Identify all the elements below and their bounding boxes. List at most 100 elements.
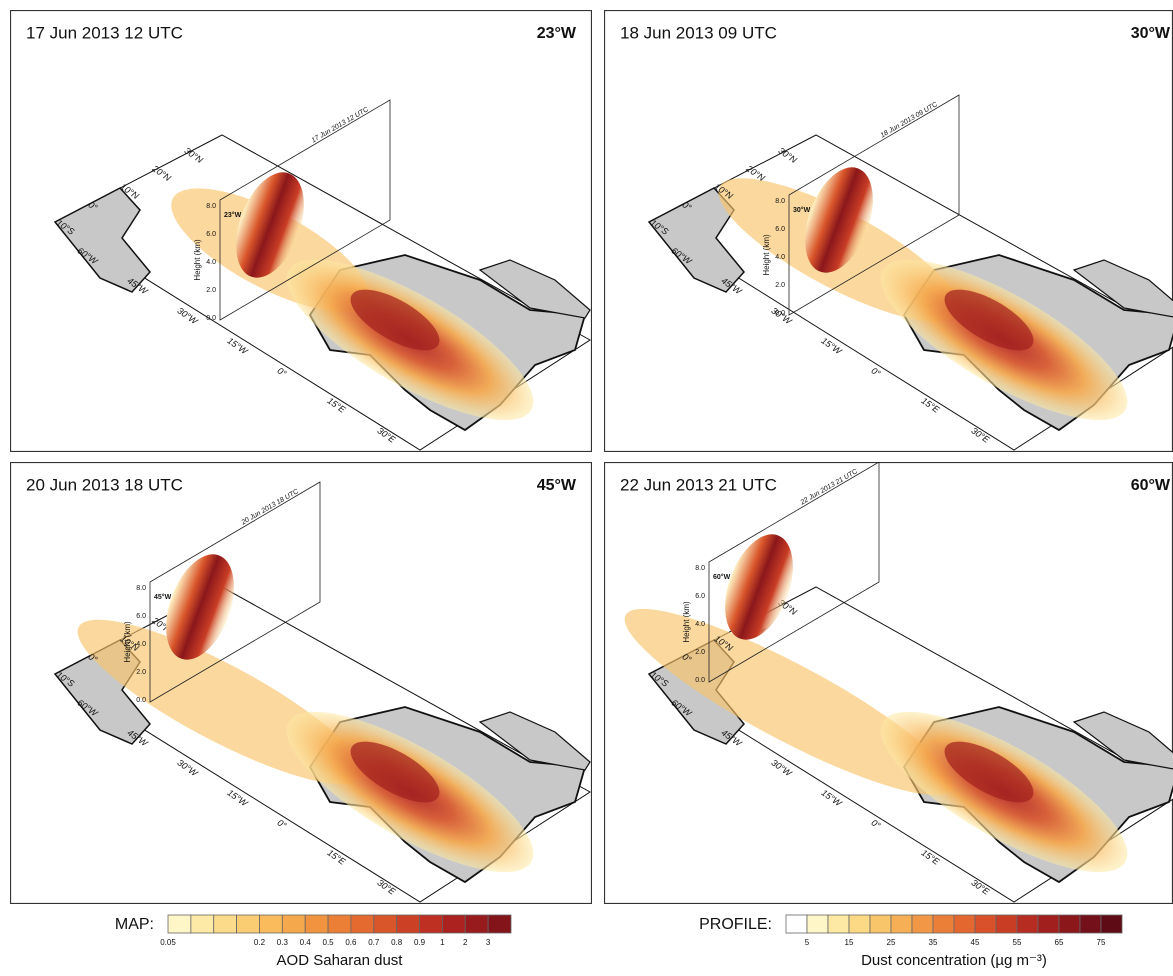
profile-dust xyxy=(236,172,304,278)
land xyxy=(478,711,591,771)
colorbar-box xyxy=(995,914,1018,934)
colorbar-box xyxy=(419,914,443,934)
colorbar-box xyxy=(236,914,260,934)
map-panel: 22 Jun 2013 21 UTC60°W30°N20°N10°N0°10°S… xyxy=(604,462,1173,904)
colorbar-box xyxy=(1100,914,1123,934)
profile-lon: 30°W xyxy=(793,206,811,214)
height-tick: 4.0 xyxy=(695,621,705,628)
land xyxy=(53,187,151,293)
colorbar-box xyxy=(327,914,352,934)
colorbar-tick: 0.9 xyxy=(414,938,426,947)
profile-lon: 60°W xyxy=(713,573,731,581)
height-tick: 2.0 xyxy=(775,282,785,289)
colorbar-title: Dust concentration (µg m⁻³) xyxy=(861,952,1047,969)
height-tick: 8.0 xyxy=(775,198,785,205)
colorbar-tick: 0.5 xyxy=(323,938,335,947)
height-tick: 6.0 xyxy=(136,613,146,620)
dust-core xyxy=(944,289,1034,351)
colorbar-box xyxy=(953,914,976,934)
colorbar-tick: 2 xyxy=(463,938,468,947)
panel-time: 17 Jun 2013 12 UTC xyxy=(26,23,183,42)
height-label: Height (km) xyxy=(682,601,691,643)
colorbar-box xyxy=(1058,914,1081,934)
height-label: Height (km) xyxy=(762,234,771,276)
profile-dust xyxy=(166,554,234,660)
colorbar-box xyxy=(848,914,871,934)
profile-dust xyxy=(805,167,873,273)
height-tick: 8.0 xyxy=(136,585,146,592)
height-tick: 6.0 xyxy=(695,593,705,600)
profile-plane xyxy=(788,94,960,316)
dust-core xyxy=(350,289,440,351)
colorbar-box xyxy=(396,914,420,934)
panel-lon: 45°W xyxy=(537,477,577,494)
colorbar-tick: 15 xyxy=(845,938,854,947)
land xyxy=(1072,711,1173,770)
colorbar-box xyxy=(190,914,215,934)
height-tick: 6.0 xyxy=(206,231,216,238)
colorbar-box xyxy=(373,914,398,934)
land xyxy=(478,259,591,319)
colorbar-box xyxy=(932,914,955,934)
panel-time: 18 Jun 2013 09 UTC xyxy=(620,23,777,42)
panel-lon: 60°W xyxy=(1131,477,1171,494)
colorbar-label: MAP: xyxy=(115,916,154,933)
colorbar-tick: 75 xyxy=(1097,938,1106,947)
height-tick: 2.0 xyxy=(206,287,216,294)
colorbar-tick: 0.2 xyxy=(254,938,266,947)
land xyxy=(647,187,745,293)
colorbar-tick: 25 xyxy=(887,938,896,947)
height-tick: 0.0 xyxy=(695,677,705,684)
colorbar-box xyxy=(1079,914,1102,934)
colorbar-label: PROFILE: xyxy=(699,916,772,933)
colorbar-box xyxy=(869,914,892,934)
colorbar-box xyxy=(827,914,850,934)
colorbar-box xyxy=(350,914,375,934)
map-panel: 20 Jun 2013 18 UTC45°W30°N20°N10°N0°10°S… xyxy=(10,462,592,904)
colorbar-box xyxy=(167,914,192,934)
colorbar-tick: 0.6 xyxy=(345,938,357,947)
colorbar-tick: 0.4 xyxy=(300,938,312,947)
height-tick: 4.0 xyxy=(775,254,785,261)
height-label: Height (km) xyxy=(123,621,132,663)
colorbar-box xyxy=(304,914,329,934)
colorbar-box xyxy=(806,914,829,934)
panel-time: 20 Jun 2013 18 UTC xyxy=(26,475,183,494)
colorbar-box xyxy=(259,914,283,934)
height-tick: 0.0 xyxy=(136,697,146,704)
profile-plane xyxy=(219,99,391,321)
colorbar-box xyxy=(1016,914,1039,934)
colorbar-tick: 5 xyxy=(805,938,810,947)
map-panel: 17 Jun 2013 12 UTC 23°W30°N20°N10°N0°10°S… xyxy=(10,10,592,452)
colorbar-box xyxy=(1037,914,1060,934)
colorbar-tick: 45 xyxy=(971,938,980,947)
dust-core xyxy=(350,741,440,803)
panel-lon: 23°W xyxy=(537,25,577,42)
land xyxy=(1072,259,1173,318)
dust-core xyxy=(944,741,1034,803)
colorbar-tick: 1 xyxy=(440,938,445,947)
colorbar-tick: 3 xyxy=(486,938,491,947)
colorbar-box xyxy=(890,914,913,934)
height-tick: 6.0 xyxy=(775,226,785,233)
colorbar-box xyxy=(974,914,997,934)
height-label: Height (km) xyxy=(193,239,202,281)
colorbar-box xyxy=(487,914,512,934)
colorbar-box xyxy=(441,914,466,934)
colorbar-box xyxy=(911,914,934,934)
height-tick: 0.0 xyxy=(775,310,785,317)
profile-plane xyxy=(149,481,321,703)
height-tick: 2.0 xyxy=(695,649,705,656)
height-tick: 2.0 xyxy=(136,669,146,676)
profile-lon: 45°W xyxy=(154,593,172,601)
colorbar-box xyxy=(464,914,489,934)
map-panel: 18 Jun 2013 09 UTC 30°W30°N20°N10°N0°10°S… xyxy=(604,10,1173,452)
colorbar-tick: 0.7 xyxy=(368,938,380,947)
panel-time: 22 Jun 2013 21 UTC xyxy=(620,475,777,494)
profile-lon: 23°W xyxy=(224,211,242,219)
profile-dust xyxy=(725,534,793,640)
colorbar-tick: 0.3 xyxy=(277,938,289,947)
colorbar-box xyxy=(213,914,238,934)
height-tick: 4.0 xyxy=(206,259,216,266)
